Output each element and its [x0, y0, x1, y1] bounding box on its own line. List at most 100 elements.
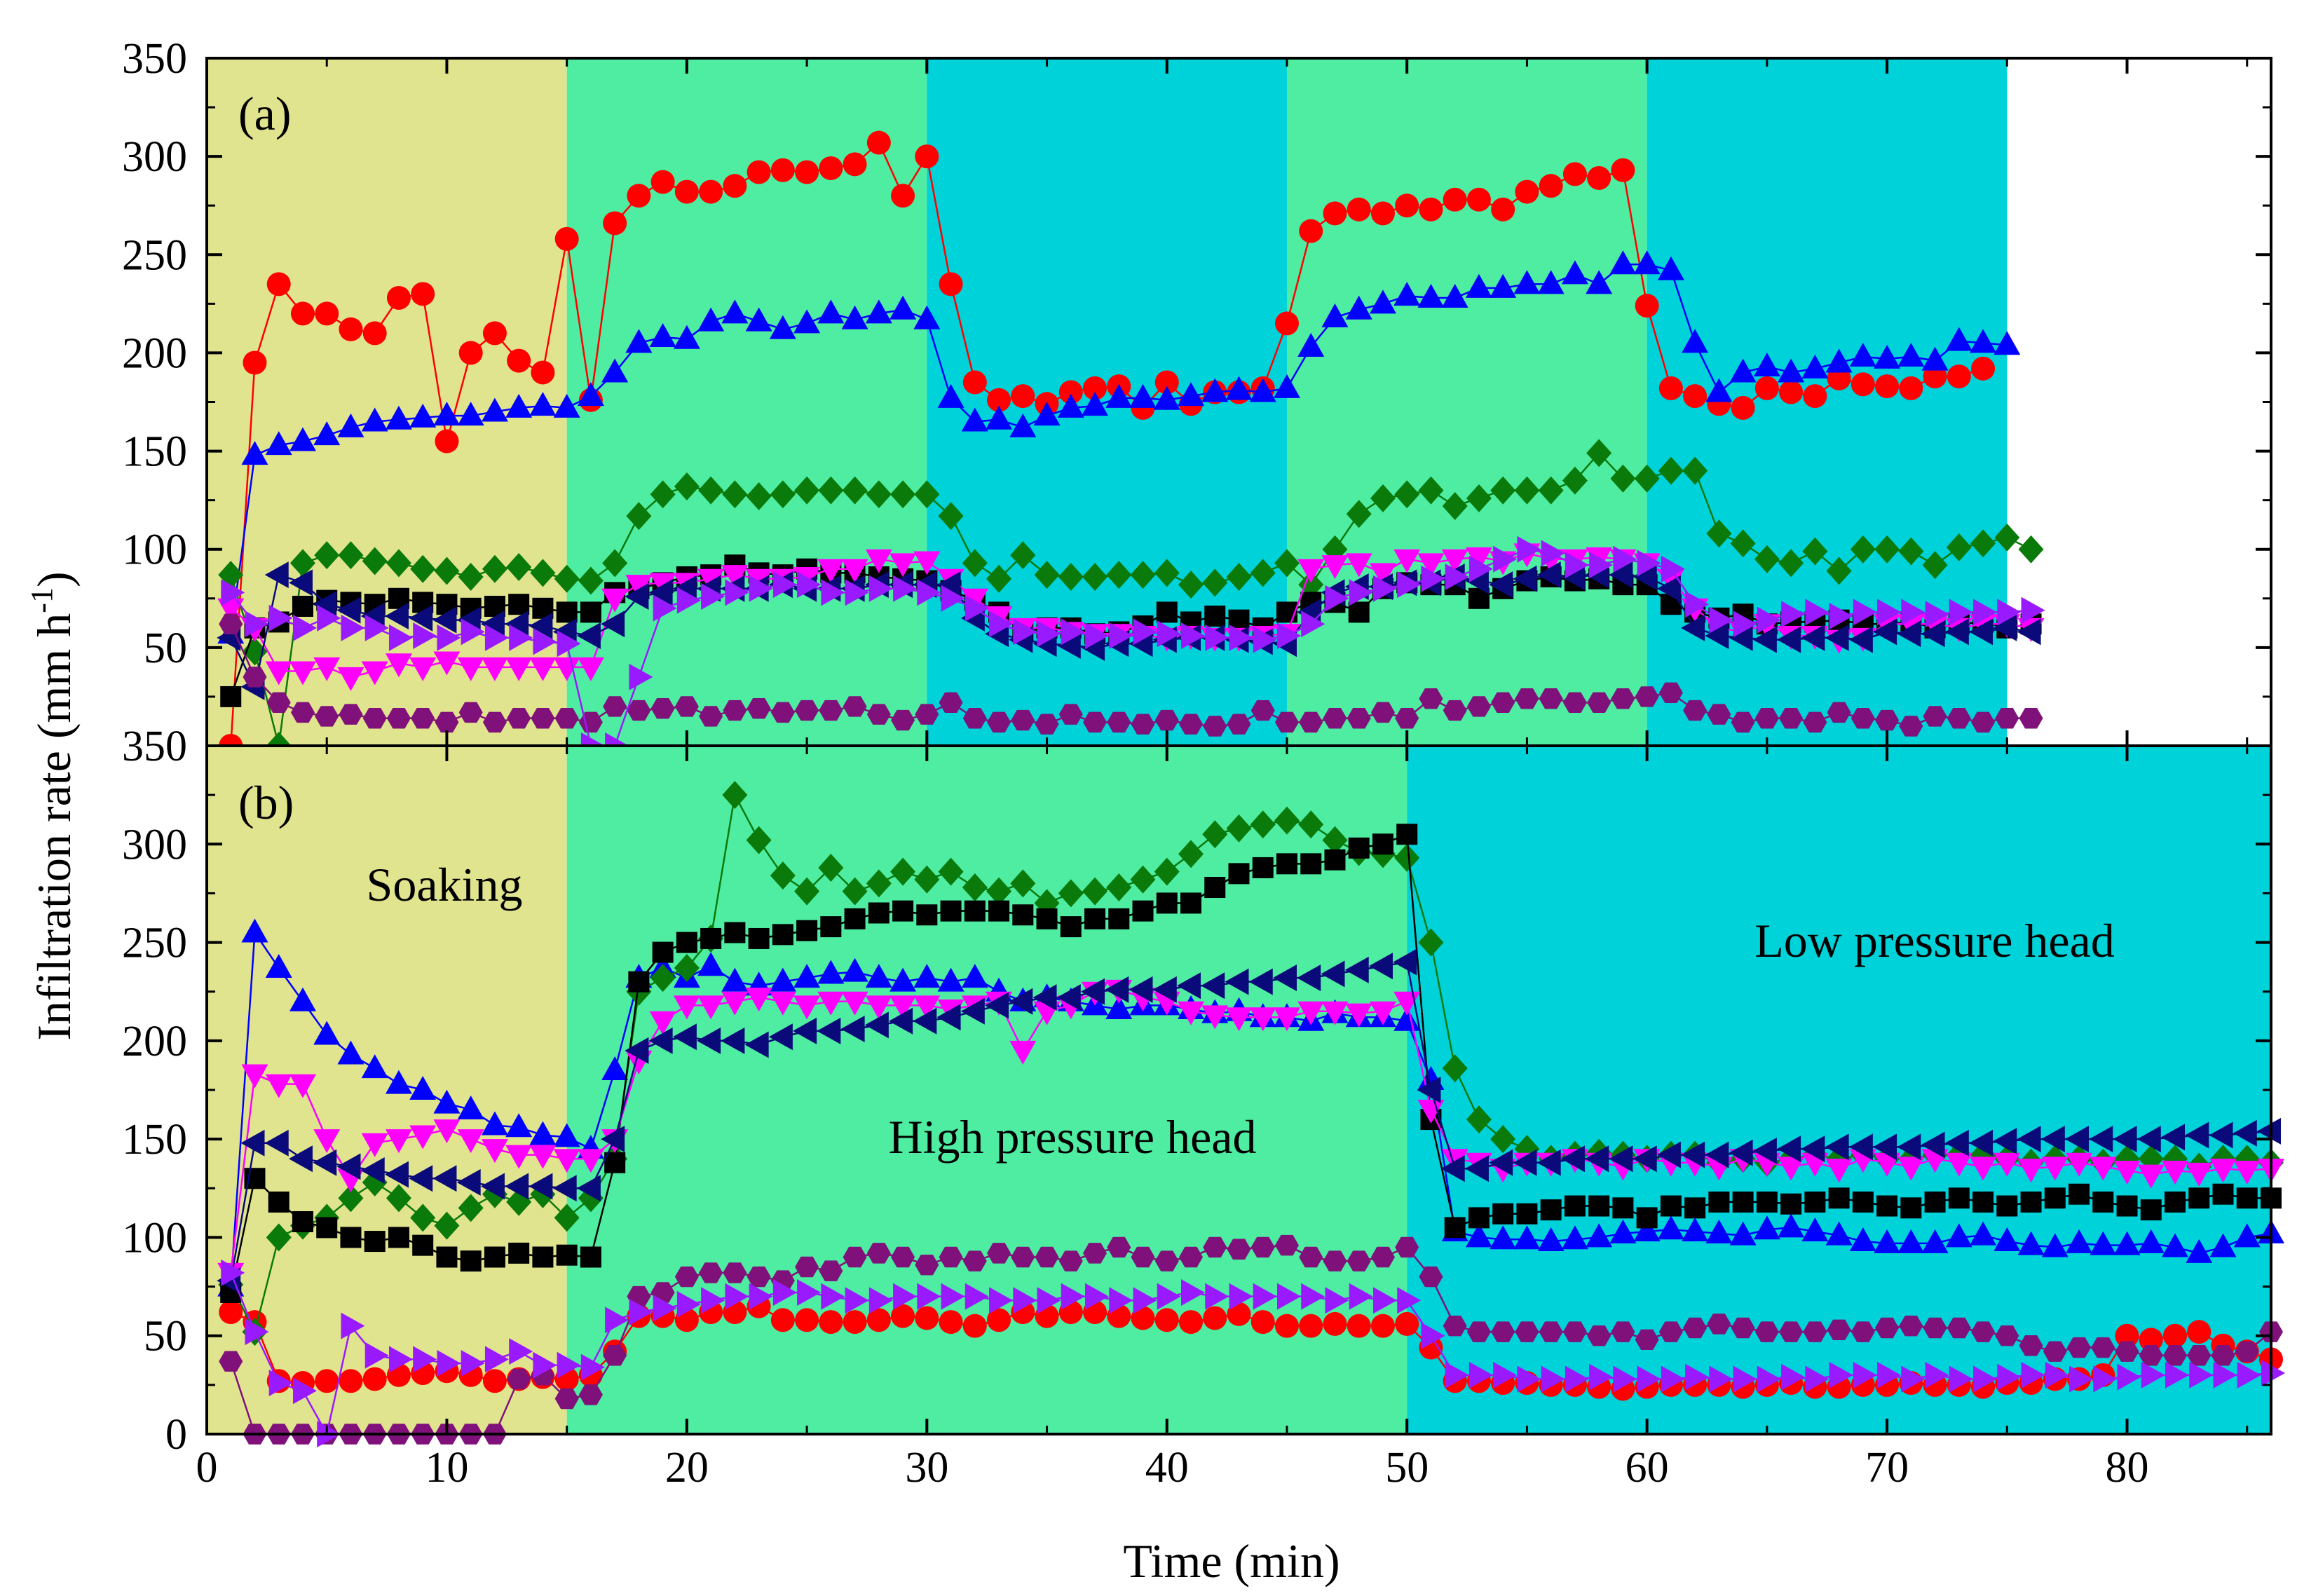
data-point-blue-triangle-67: [1801, 1218, 1829, 1242]
data-point-red-circle-37: [1083, 376, 1107, 400]
data-point-blue-triangle-7: [361, 1054, 388, 1079]
data-point-red-circle-36: [1058, 380, 1083, 404]
data-point-navy-triangle-left-49: [1368, 953, 1393, 980]
data-point-blue-triangle-61: [1657, 256, 1684, 280]
data-point-navy-triangle-left-27: [840, 1016, 865, 1043]
data-point-purple-hexagon-28: [866, 1243, 891, 1264]
data-point-black-square-23: [748, 927, 770, 949]
data-point-purple-hexagon-66: [1779, 1321, 1804, 1342]
data-point-violet-triangle-right-19: [653, 594, 677, 622]
data-point-blue-triangle-13: [505, 1113, 533, 1138]
data-point-navy-triangle-left-3: [264, 1129, 289, 1157]
data-point-purple-hexagon-45: [1274, 1234, 1299, 1256]
data-point-blue-triangle-59: [1609, 250, 1637, 275]
data-point-red-circle-12: [482, 1369, 507, 1393]
data-point-violet-triangle-right-4: [292, 614, 317, 641]
data-point-magenta-triangle-down-46: [1297, 1001, 1325, 1025]
data-point-green-diamond-22: [722, 480, 748, 509]
data-point-navy-triangle-left-11: [456, 1168, 481, 1196]
data-point-purple-hexagon-34: [1011, 709, 1035, 731]
data-point-violet-triangle-right-49: [1372, 1287, 1397, 1314]
data-point-navy-triangle-left-13: [505, 611, 529, 638]
data-point-black-square-67: [1804, 1191, 1826, 1213]
data-point-violet-triangle-right-82: [2165, 1361, 2190, 1389]
data-point-purple-hexagon-66: [1779, 708, 1804, 729]
data-point-violet-triangle-right-49: [1372, 575, 1397, 602]
data-point-red-circle-46: [1299, 219, 1323, 243]
data-point-magenta-triangle-down-85: [2233, 1161, 2261, 1185]
data-point-blue-triangle-30: [913, 305, 941, 329]
data-point-blue-triangle-49: [1369, 289, 1396, 314]
data-point-green-diamond-27: [842, 476, 868, 505]
data-point-green-diamond-20: [674, 472, 700, 501]
data-point-navy-triangle-left-67: [1801, 1135, 1825, 1163]
data-point-green-diamond-40: [1154, 559, 1180, 587]
x-axis-title: Time (min): [1123, 1534, 1340, 1588]
data-point-green-diamond-10: [434, 1211, 460, 1240]
data-point-blue-triangle-2: [241, 918, 268, 943]
data-point-red-circle-43: [1227, 1302, 1251, 1326]
data-point-black-square-42: [1204, 877, 1226, 899]
data-point-red-circle-51: [1419, 197, 1443, 221]
data-point-purple-hexagon-68: [1827, 1319, 1851, 1341]
data-point-black-square-7: [364, 1231, 386, 1253]
data-point-navy-triangle-left-73: [1944, 1129, 1969, 1157]
data-point-violet-triangle-right-78: [2069, 1365, 2094, 1393]
data-point-black-square-34: [1012, 904, 1034, 926]
data-point-purple-hexagon-25: [795, 700, 819, 721]
data-point-green-diamond-13: [506, 552, 532, 581]
data-point-purple-hexagon-34: [1011, 1246, 1035, 1268]
data-point-green-diamond-59: [1610, 464, 1636, 493]
data-point-green-diamond-76: [2018, 535, 2044, 564]
data-point-magenta-triangle-down-52: [1441, 549, 1468, 573]
data-point-navy-triangle-left-62: [1681, 1141, 1705, 1168]
data-point-black-square-78: [2068, 1183, 2090, 1205]
data-point-magenta-triangle-down-26: [817, 559, 845, 583]
data-point-blue-triangle-11: [457, 1096, 484, 1120]
data-point-magenta-triangle-down-8: [385, 653, 412, 678]
data-point-red-circle-54: [1491, 197, 1515, 221]
data-point-red-circle-31: [939, 272, 963, 296]
data-point-purple-hexagon-56: [1539, 1321, 1563, 1342]
data-point-violet-triangle-right-29: [893, 1283, 918, 1310]
y-tick-label-1-0: 350: [122, 723, 187, 770]
data-point-green-diamond-38: [1106, 561, 1132, 589]
data-point-blue-triangle-65: [1753, 1215, 1780, 1240]
data-point-purple-hexagon-39: [1131, 1246, 1155, 1268]
data-point-violet-triangle-right-40: [1157, 1283, 1181, 1310]
data-point-navy-triangle-left-13: [505, 1173, 529, 1200]
data-point-navy-triangle-left-65: [1752, 626, 1777, 653]
data-point-blue-triangle-73: [1945, 1223, 1972, 1248]
data-point-black-square-48: [1348, 837, 1370, 859]
data-point-magenta-triangle-down-19: [649, 1011, 676, 1035]
data-point-violet-triangle-right-7: [364, 1342, 389, 1369]
data-point-purple-hexagon-41: [1179, 714, 1204, 735]
data-point-purple-hexagon-56: [1539, 688, 1563, 709]
data-point-magenta-triangle-down-26: [817, 991, 845, 1016]
series-line-purple-hexagon: [230, 623, 2031, 728]
data-point-green-diamond-23: [746, 482, 772, 511]
data-point-navy-triangle-left-81: [2136, 1126, 2161, 1153]
series-violet-triangle-right: [221, 1259, 2285, 1447]
data-point-red-circle-6: [339, 317, 363, 341]
data-point-purple-hexagon-33: [987, 711, 1011, 733]
data-point-navy-triangle-left-16: [576, 622, 601, 650]
data-point-magenta-triangle-down-12: [481, 1139, 508, 1164]
data-point-violet-triangle-right-50: [1397, 571, 1422, 599]
data-point-red-circle-70: [1875, 374, 1900, 399]
data-point-blue-triangle-76: [2017, 1231, 2045, 1255]
data-point-purple-hexagon-67: [1803, 1321, 1827, 1342]
data-point-violet-triangle-right-38: [1109, 1287, 1133, 1314]
data-point-violet-triangle-right-33: [989, 1287, 1014, 1314]
data-point-blue-triangle-78: [2066, 1229, 2093, 1253]
data-point-black-square-44: [1252, 857, 1274, 878]
data-point-blue-triangle-4: [289, 987, 316, 1011]
data-point-black-square-70: [1876, 1195, 1898, 1217]
data-point-black-square-3: [268, 1191, 289, 1213]
data-point-blue-triangle-73: [1945, 327, 1972, 351]
data-point-red-circle-5: [315, 301, 339, 326]
data-point-violet-triangle-right-25: [797, 571, 822, 599]
data-point-magenta-triangle-down-3: [265, 661, 292, 686]
data-point-green-diamond-12: [482, 554, 507, 583]
data-point-blue-triangle-57: [1561, 1225, 1588, 1250]
